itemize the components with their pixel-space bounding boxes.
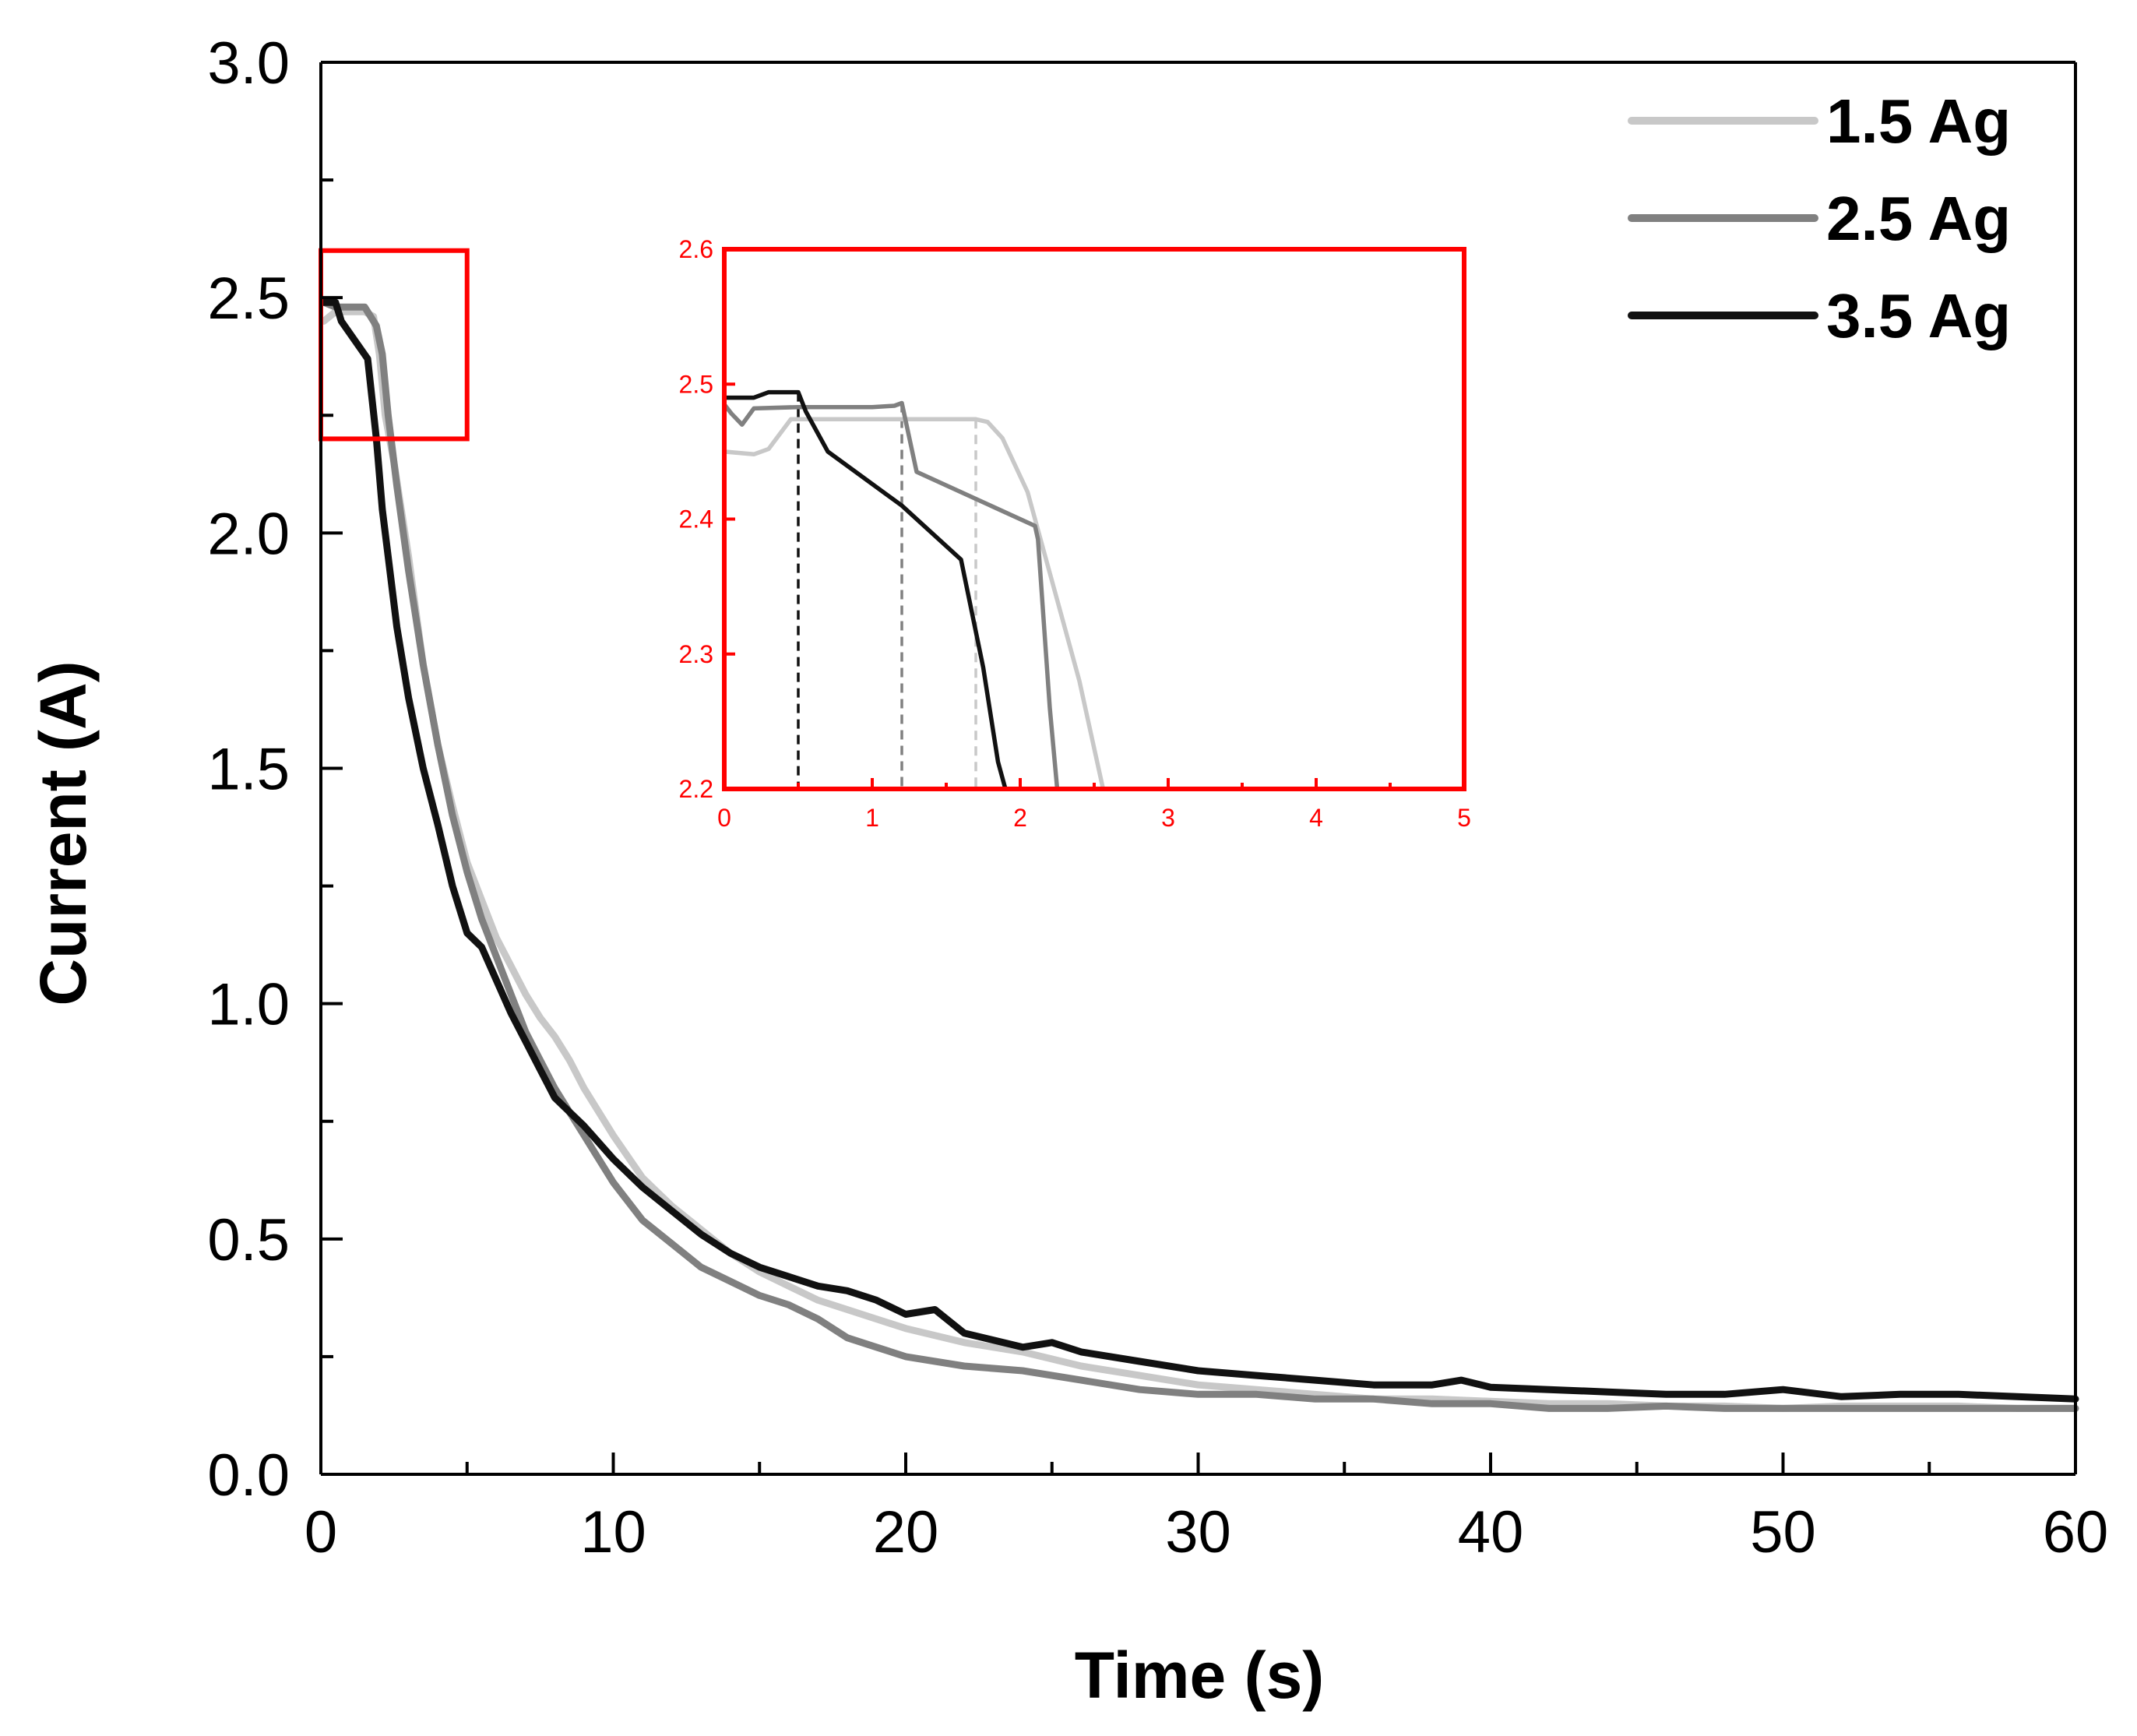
- legend-label: 1.5 Ag: [1826, 86, 2011, 156]
- main-axes: 0 10 20 30 40 50 600.00.51.01.52.02.53.0: [207, 30, 2108, 1565]
- y-axis-title: Current (A): [26, 660, 100, 1005]
- inset-x-tick-label: 5: [1457, 804, 1471, 832]
- zoom-region-box: [319, 248, 470, 442]
- x-tick-label: 60: [2043, 1499, 2109, 1565]
- inset-x-tick-label: 0: [717, 804, 731, 832]
- inset-y-tick-label: 2.2: [679, 775, 713, 803]
- x-tick-label: 10: [580, 1499, 646, 1565]
- inset-y-tick-label: 2.4: [679, 505, 713, 533]
- inset-x-tick-label: 4: [1309, 804, 1323, 832]
- inset-x-tick-label: 1: [865, 804, 879, 832]
- series-line-2.5-ag: [320, 298, 2079, 1412]
- x-tick-label: 30: [1165, 1499, 1231, 1565]
- main-series-layer: [319, 248, 2079, 1412]
- legend-label: 3.5 Ag: [1826, 281, 2011, 350]
- inset-series-line-1.5-ag: [723, 417, 1106, 790]
- y-tick-label: 1.0: [207, 972, 290, 1038]
- inset-panel: 0 1 2 3 4 5 2.2 2.3 2.4 2.5 2.6: [679, 235, 1471, 832]
- y-tick-label: 2.0: [207, 501, 290, 567]
- inset-series-line-3.5-ag: [724, 389, 1008, 790]
- inset-series-line-2.5-ag: [722, 400, 1060, 790]
- series-line-3.5-ag: [320, 298, 2079, 1403]
- x-tick-label: 40: [1458, 1499, 1524, 1565]
- y-tick-label: 0.5: [207, 1207, 290, 1273]
- legend: 1.5 Ag 2.5 Ag 3.5 Ag: [1628, 86, 2011, 350]
- y-tick-label: 3.0: [207, 30, 290, 97]
- inset-background: [724, 249, 1464, 789]
- x-axis-title: Time (s): [1075, 1639, 1325, 1712]
- inset-y-tick-label: 2.3: [679, 640, 713, 668]
- legend-label: 2.5 Ag: [1826, 184, 2011, 253]
- y-tick-label: 0.0: [207, 1442, 290, 1509]
- inset-y-tick-label: 2.5: [679, 370, 713, 398]
- x-tick-label: 50: [1750, 1499, 1816, 1565]
- y-tick-label: 1.5: [207, 737, 290, 803]
- x-tick-label: 0: [305, 1499, 337, 1565]
- y-tick-label: 2.5: [207, 266, 290, 332]
- inset-y-tick-label: 2.6: [679, 235, 713, 263]
- inset-x-tick-label: 2: [1013, 804, 1027, 832]
- x-tick-label: 20: [873, 1499, 939, 1565]
- inset-x-tick-label: 3: [1161, 804, 1175, 832]
